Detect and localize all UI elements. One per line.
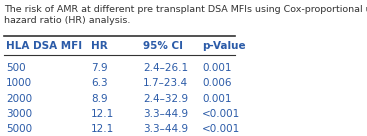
Text: <0.001: <0.001 (202, 124, 240, 134)
Text: HLA DSA MFI: HLA DSA MFI (6, 41, 82, 51)
Text: 0.006: 0.006 (202, 78, 232, 89)
Text: 1000: 1000 (6, 78, 32, 89)
Text: 2000: 2000 (6, 94, 32, 104)
Text: 7.9: 7.9 (91, 63, 108, 73)
Text: 12.1: 12.1 (91, 109, 114, 119)
Text: <0.001: <0.001 (202, 109, 240, 119)
Text: 2.4–32.9: 2.4–32.9 (143, 94, 188, 104)
Text: 3.3–44.9: 3.3–44.9 (143, 109, 188, 119)
Text: 3.3–44.9: 3.3–44.9 (143, 124, 188, 134)
Text: 1.7–23.4: 1.7–23.4 (143, 78, 188, 89)
Text: 3000: 3000 (6, 109, 32, 119)
Text: p-Value: p-Value (202, 41, 246, 51)
Text: The risk of AMR at different pre transplant DSA MFIs using Cox-proportional univ: The risk of AMR at different pre transpl… (4, 5, 367, 25)
Text: 12.1: 12.1 (91, 124, 114, 134)
Text: 0.001: 0.001 (202, 63, 232, 73)
Text: 0.001: 0.001 (202, 94, 232, 104)
Text: 5000: 5000 (6, 124, 32, 134)
Text: 8.9: 8.9 (91, 94, 108, 104)
Text: 6.3: 6.3 (91, 78, 108, 89)
Text: 500: 500 (6, 63, 26, 73)
Text: HR: HR (91, 41, 108, 51)
Text: 2.4–26.1: 2.4–26.1 (143, 63, 188, 73)
Text: 95% CI: 95% CI (143, 41, 183, 51)
